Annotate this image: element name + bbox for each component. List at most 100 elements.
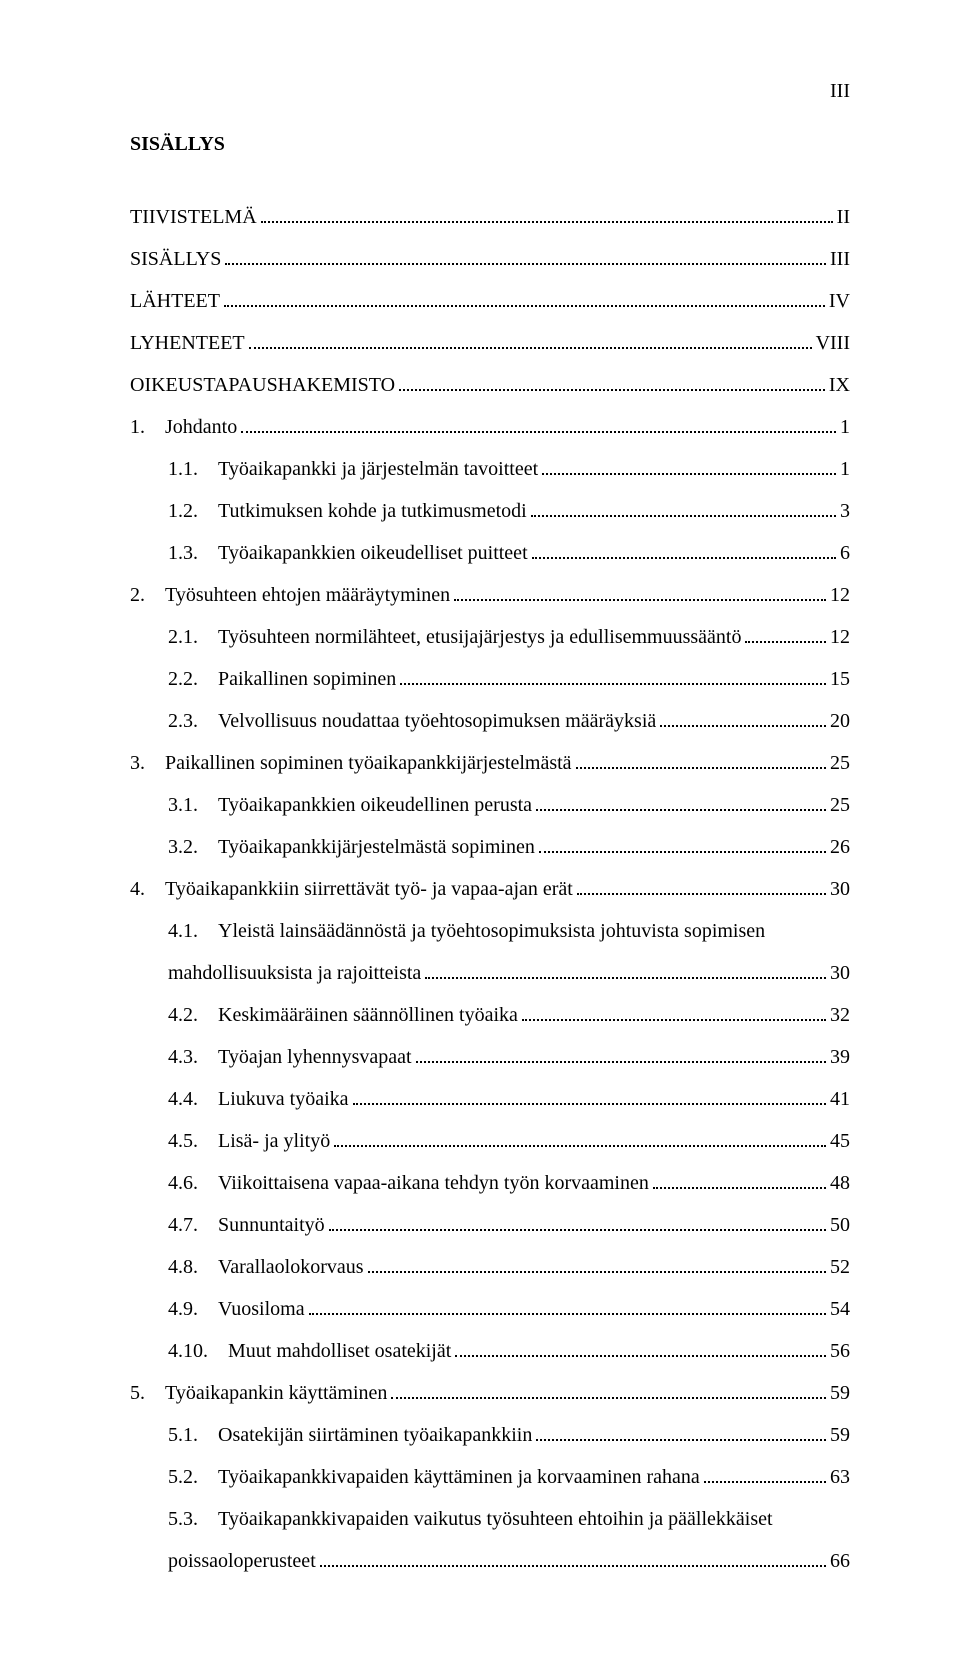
toc-leader xyxy=(576,751,826,769)
toc-leader xyxy=(536,1423,826,1441)
toc-entry: 4.3. Työajan lyhennysvapaat 39 xyxy=(130,1036,850,1078)
toc-entry-label: 4.10. Muut mahdolliset osatekijät xyxy=(168,1330,451,1372)
toc-leader xyxy=(454,583,826,601)
toc-entry-label: 4.6. Viikoittaisena vapaa-aikana tehdyn … xyxy=(168,1162,649,1204)
toc-entry-label: 4.3. Työajan lyhennysvapaat xyxy=(168,1036,412,1078)
toc-page-number: 56 xyxy=(830,1330,850,1372)
toc-page-number: 30 xyxy=(830,952,850,994)
toc-leader xyxy=(225,247,826,265)
toc-entry-label: mahdollisuuksista ja rajoitteista xyxy=(168,952,421,994)
toc-entry-label: OIKEUSTAPAUSHAKEMISTO xyxy=(130,364,395,406)
toc-page-number: 63 xyxy=(830,1456,850,1498)
toc-entry: LYHENTEET VIII xyxy=(130,322,850,364)
toc-entry-label: LÄHTEET xyxy=(130,280,220,322)
toc-entry-label: 4.5. Lisä- ja ylityö xyxy=(168,1120,330,1162)
toc-page-number: 12 xyxy=(830,574,850,616)
toc-entry-continuation: mahdollisuuksista ja rajoitteista 30 xyxy=(130,952,850,994)
toc-page-number: 39 xyxy=(830,1036,850,1078)
toc-page-number: 25 xyxy=(830,784,850,826)
toc-page-number: 1 xyxy=(840,448,850,490)
toc-entry-label: 5.1. Osatekijän siirtäminen työaikapankk… xyxy=(168,1414,532,1456)
toc-leader xyxy=(745,625,826,643)
toc-page-number: 32 xyxy=(830,994,850,1036)
toc-leader xyxy=(531,499,836,517)
toc-page-number: 25 xyxy=(830,742,850,784)
toc-page-number: 59 xyxy=(830,1372,850,1414)
toc-entry: 4.9. Vuosiloma 54 xyxy=(130,1288,850,1330)
toc-page-number: 54 xyxy=(830,1288,850,1330)
toc-entry-label: 4.8. Varallaolokorvaus xyxy=(168,1246,364,1288)
toc-entry: 4.5. Lisä- ja ylityö45 xyxy=(130,1120,850,1162)
toc-entry: 4.10. Muut mahdolliset osatekijät 56 xyxy=(130,1330,850,1372)
toc-leader xyxy=(309,1297,826,1315)
toc-entry-label: 4.1. Yleistä lainsäädännöstä ja työehtos… xyxy=(168,920,765,942)
toc-page-number: 6 xyxy=(840,532,850,574)
toc-entry: 5. Työaikapankin käyttäminen59 xyxy=(130,1372,850,1414)
toc-entry: 1.1. Työaikapankki ja järjestelmän tavoi… xyxy=(130,448,850,490)
toc-entry: 4.8. Varallaolokorvaus 52 xyxy=(130,1246,850,1288)
toc-page-number: 59 xyxy=(830,1414,850,1456)
toc-leader xyxy=(320,1549,826,1567)
toc-entry-label: 4. Työaikapankkiin siirrettävät työ- ja … xyxy=(130,868,573,910)
toc-entry: OIKEUSTAPAUSHAKEMISTO IX xyxy=(130,364,850,406)
toc-leader xyxy=(577,877,826,895)
toc-leader xyxy=(391,1381,826,1399)
toc-leader xyxy=(532,541,836,559)
toc-entry-label: 3.2. Työaikapankkijärjestelmästä sopimin… xyxy=(168,826,535,868)
toc-entry-label: TIIVISTELMÄ xyxy=(130,196,257,238)
toc-leader xyxy=(416,1045,826,1063)
toc-entry-label: 3.1. Työaikapankkien oikeudellinen perus… xyxy=(168,784,532,826)
toc-entry: 3.1. Työaikapankkien oikeudellinen perus… xyxy=(130,784,850,826)
toc-leader xyxy=(353,1087,826,1105)
toc-page-number: 52 xyxy=(830,1246,850,1288)
toc-entry-label: 4.2. Keskimääräinen säännöllinen työaika xyxy=(168,994,518,1036)
toc-leader xyxy=(261,205,833,223)
toc-leader xyxy=(399,373,825,391)
toc-entry-label: 2.3. Velvollisuus noudattaa työehtosopim… xyxy=(168,700,656,742)
toc-entry-label: 4.9. Vuosiloma xyxy=(168,1288,305,1330)
toc-entry-label: 5.3. Työaikapankkivapaiden vaikutus työs… xyxy=(168,1508,773,1530)
toc-entry: 1.3. Työaikapankkien oikeudelliset puitt… xyxy=(130,532,850,574)
toc-leader xyxy=(539,835,826,853)
toc-leader xyxy=(249,331,812,349)
toc-entry-label: poissaoloperusteet xyxy=(168,1540,316,1582)
toc-leader xyxy=(224,289,825,307)
toc-leader xyxy=(425,961,826,979)
toc-entry: 3. Paikallinen sopiminen työaikapankkijä… xyxy=(130,742,850,784)
toc-heading: SISÄLLYS xyxy=(130,133,850,156)
page-number: III xyxy=(130,80,850,103)
toc-page-number: 12 xyxy=(830,616,850,658)
toc-entry-continuation: poissaoloperusteet 66 xyxy=(130,1540,850,1582)
toc-entry-label: LYHENTEET xyxy=(130,322,245,364)
toc-leader xyxy=(536,793,826,811)
toc-leader xyxy=(368,1255,826,1273)
toc-entry: 2. Työsuhteen ehtojen määräytyminen 12 xyxy=(130,574,850,616)
table-of-contents: TIIVISTELMÄIISISÄLLYSIIILÄHTEETIVLYHENTE… xyxy=(130,196,850,1582)
toc-entry-label: 2. Työsuhteen ehtojen määräytyminen xyxy=(130,574,450,616)
toc-page-number: IX xyxy=(829,364,850,406)
toc-entry: 5.3. Työaikapankkivapaiden vaikutus työs… xyxy=(130,1498,850,1540)
toc-page-number: 66 xyxy=(830,1540,850,1582)
toc-leader xyxy=(455,1339,826,1357)
toc-entry: 4. Työaikapankkiin siirrettävät työ- ja … xyxy=(130,868,850,910)
toc-leader xyxy=(704,1465,826,1483)
toc-leader xyxy=(400,667,826,685)
toc-entry-label: 1.1. Työaikapankki ja järjestelmän tavoi… xyxy=(168,448,538,490)
toc-page-number: 26 xyxy=(830,826,850,868)
toc-entry-label: 4.7. Sunnuntaityö xyxy=(168,1204,325,1246)
toc-page-number: III xyxy=(830,238,850,280)
toc-entry-label: 3. Paikallinen sopiminen työaikapankkijä… xyxy=(130,742,572,784)
toc-entry-label: SISÄLLYS xyxy=(130,238,221,280)
toc-entry: 4.7. Sunnuntaityö 50 xyxy=(130,1204,850,1246)
toc-page-number: 48 xyxy=(830,1162,850,1204)
toc-page-number: 50 xyxy=(830,1204,850,1246)
toc-page-number: 30 xyxy=(830,868,850,910)
toc-page-number: 3 xyxy=(840,490,850,532)
toc-entry: 4.4. Liukuva työaika41 xyxy=(130,1078,850,1120)
toc-leader xyxy=(329,1213,826,1231)
toc-leader xyxy=(522,1003,826,1021)
toc-leader xyxy=(660,709,826,727)
toc-page-number: VIII xyxy=(816,322,850,364)
toc-leader xyxy=(241,415,836,433)
toc-entry: 4.6. Viikoittaisena vapaa-aikana tehdyn … xyxy=(130,1162,850,1204)
